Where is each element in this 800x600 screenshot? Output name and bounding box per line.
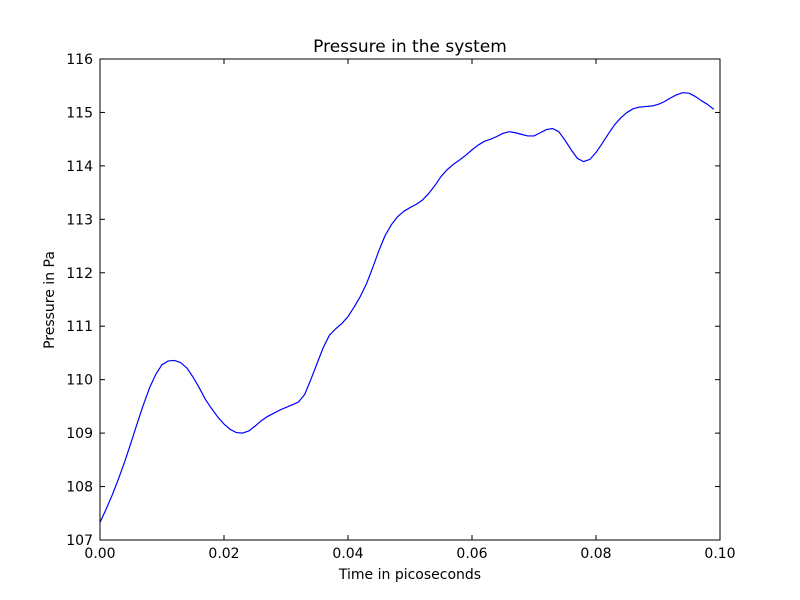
y-tick-label: 111 — [66, 319, 93, 335]
y-axis-label: Pressure in Pa — [42, 251, 58, 349]
series-layer — [99, 92, 715, 523]
y-tick-label: 115 — [66, 105, 93, 121]
x-axis-label: Time in picoseconds — [338, 567, 481, 583]
y-tick-label: 112 — [66, 266, 93, 282]
y-tick-label: 110 — [66, 373, 93, 389]
y-tick-label: 114 — [66, 159, 93, 175]
x-axis: 0.00 0.02 0.04 0.06 0.08 0.10 — [84, 59, 736, 562]
x-tick-label: 0.04 — [332, 546, 363, 562]
x-tick-label: 0.02 — [208, 546, 239, 562]
x-tick-label: 0.08 — [580, 546, 611, 562]
x-tick-label: 0.10 — [704, 546, 735, 562]
y-tick-label: 116 — [66, 52, 93, 68]
plot-area-frame — [99, 58, 721, 541]
y-axis: 107 108 109 110 111 112 113 114 115 116 — [66, 52, 720, 549]
x-tick-label: 0.06 — [456, 546, 487, 562]
y-tick-label: 108 — [66, 480, 93, 496]
y-tick-label: 107 — [66, 533, 93, 549]
y-tick-label: 109 — [66, 426, 93, 442]
y-tick-label: 113 — [66, 212, 93, 228]
series-line-0 — [99, 92, 715, 523]
x-tick-label: 0.00 — [84, 546, 115, 562]
chart-title: Pressure in the system — [313, 37, 507, 57]
